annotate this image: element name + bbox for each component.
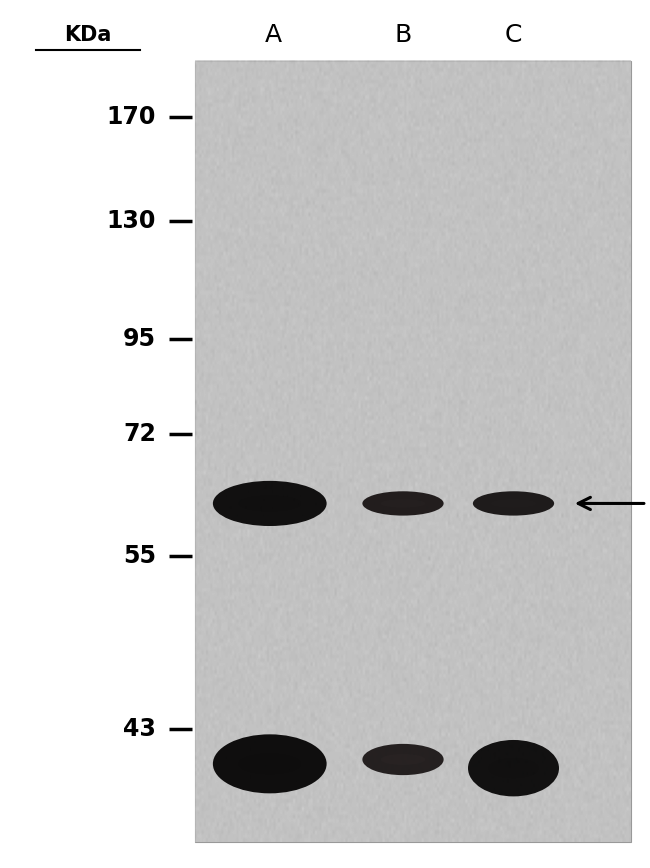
Ellipse shape [213,481,326,526]
Text: A: A [265,23,281,47]
Bar [195,61,630,842]
Text: 55: 55 [123,543,156,568]
Ellipse shape [213,734,326,793]
Ellipse shape [239,496,301,511]
Text: 43: 43 [123,717,156,741]
Text: B: B [395,23,411,47]
Ellipse shape [473,491,554,516]
Ellipse shape [363,744,443,775]
Text: KDa: KDa [64,24,111,45]
Ellipse shape [239,753,301,774]
Ellipse shape [489,759,538,778]
Ellipse shape [491,499,536,508]
Text: 72: 72 [123,422,156,446]
Text: C: C [505,23,522,47]
Text: 130: 130 [107,209,156,233]
Ellipse shape [363,491,443,516]
Ellipse shape [468,740,559,797]
Text: 170: 170 [107,105,156,129]
Text: 95: 95 [123,326,156,351]
Ellipse shape [381,754,425,765]
Ellipse shape [381,499,425,508]
